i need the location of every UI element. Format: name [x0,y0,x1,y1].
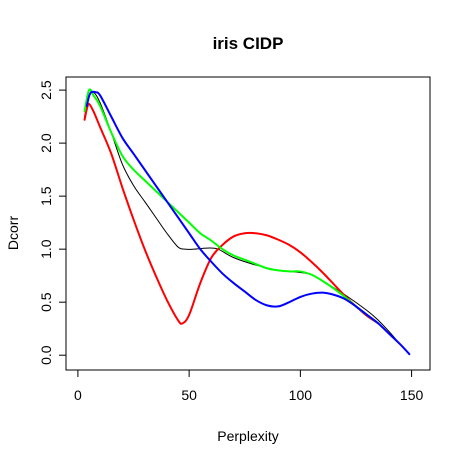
y-tick-label: 1.0 [38,239,54,259]
series-line-3 [83,88,380,325]
x-tick-label: 100 [289,387,313,403]
x-axis: 0 50 100 150 [74,369,424,403]
y-tick-label: 0.5 [38,292,54,312]
series-line-1 [84,91,410,355]
series-line-4 [85,90,411,356]
x-axis-label: Perplexity [217,428,278,444]
y-tick-label: 2.5 [38,80,54,100]
y-axis-label: Dcorr [5,216,21,251]
y-tick-label: 2.0 [38,133,54,153]
y-axis: 0.0 0.5 1.0 1.5 2.0 2.5 [38,80,67,365]
series-lines [83,88,411,356]
series-line-2 [83,102,380,325]
x-tick-label: 50 [181,387,197,403]
x-tick-label: 0 [74,387,82,403]
chart-title: iris CIDP [213,34,284,53]
y-tick-label: 1.5 [38,186,54,206]
x-tick-label: 150 [400,387,424,403]
y-tick-label: 0.0 [38,345,54,365]
